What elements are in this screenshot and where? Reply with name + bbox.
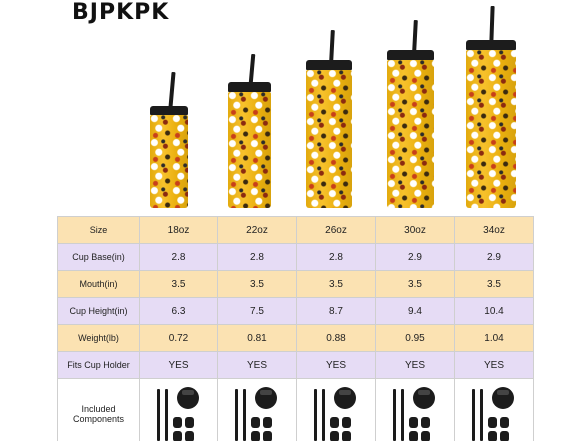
table-cell: 34oz — [454, 216, 534, 244]
table-cell: 3.5 — [217, 270, 297, 298]
table-cell: YES — [217, 351, 297, 379]
tumbler-26oz-image — [306, 29, 352, 208]
tumbler-34oz-image — [466, 5, 516, 208]
table-cell: 2.9 — [375, 243, 455, 271]
row-label-mouth: Mouth(in) — [57, 270, 140, 298]
table-cell: YES — [296, 351, 376, 379]
components-set-image — [298, 383, 374, 441]
table-cell: 0.95 — [375, 324, 455, 352]
table-cell: 30oz — [375, 216, 455, 244]
table-cell: 10.4 — [454, 297, 534, 325]
table-cell: YES — [454, 351, 534, 379]
table-row-weight: Weight(lb) 0.72 0.81 0.88 0.95 1.04 — [57, 324, 534, 352]
components-cell — [217, 378, 297, 441]
table-cell: 8.7 — [296, 297, 376, 325]
table-cell: 0.72 — [139, 324, 218, 352]
table-cell: YES — [375, 351, 455, 379]
components-set-image — [456, 383, 532, 441]
table-cell: 1.04 — [454, 324, 534, 352]
row-label-fits-cup-holder: Fits Cup Holder — [57, 351, 140, 379]
components-cell — [375, 378, 455, 441]
table-row-cup-height: Cup Height(in) 6.3 7.5 8.7 9.4 10.4 — [57, 297, 534, 325]
table-cell: 6.3 — [139, 297, 218, 325]
row-label-included-components: Included Components — [57, 378, 140, 441]
table-cell: 0.81 — [217, 324, 297, 352]
row-label-cup-height: Cup Height(in) — [57, 297, 140, 325]
size-comparison-table: Size 18oz 22oz 26oz 30oz 34oz Cup Base(i… — [57, 216, 534, 441]
table-row-included-components: Included Components — [57, 378, 534, 441]
components-set-image — [141, 383, 217, 441]
table-row-fits-cup-holder: Fits Cup Holder YES YES YES YES YES — [57, 351, 534, 379]
brand-logo: BJPKPK — [72, 0, 170, 25]
tumbler-22oz-image — [228, 53, 271, 208]
table-cell: 2.8 — [217, 243, 297, 271]
table-cell: 26oz — [296, 216, 376, 244]
tumbler-18oz-image — [150, 71, 188, 208]
table-cell: 0.88 — [296, 324, 376, 352]
row-label-cup-base: Cup Base(in) — [57, 243, 140, 271]
tumbler-30oz-image — [387, 19, 434, 208]
table-cell: 2.8 — [139, 243, 218, 271]
table-cell: 3.5 — [296, 270, 376, 298]
components-set-image — [219, 383, 295, 441]
row-label-size: Size — [57, 216, 140, 244]
tumbler-lineup — [0, 0, 588, 212]
table-row-mouth: Mouth(in) 3.5 3.5 3.5 3.5 3.5 — [57, 270, 534, 298]
table-cell: YES — [139, 351, 218, 379]
components-cell — [139, 378, 218, 441]
table-cell: 3.5 — [139, 270, 218, 298]
table-cell: 2.8 — [296, 243, 376, 271]
components-cell — [454, 378, 534, 441]
table-cell: 7.5 — [217, 297, 297, 325]
table-row-cup-base: Cup Base(in) 2.8 2.8 2.8 2.9 2.9 — [57, 243, 534, 271]
row-label-weight: Weight(lb) — [57, 324, 140, 352]
table-cell: 3.5 — [375, 270, 455, 298]
components-cell — [296, 378, 376, 441]
table-cell: 18oz — [139, 216, 218, 244]
table-cell: 2.9 — [454, 243, 534, 271]
table-cell: 9.4 — [375, 297, 455, 325]
table-row-size: Size 18oz 22oz 26oz 30oz 34oz — [57, 216, 534, 244]
components-set-image — [377, 383, 453, 441]
table-cell: 3.5 — [454, 270, 534, 298]
table-cell: 22oz — [217, 216, 297, 244]
